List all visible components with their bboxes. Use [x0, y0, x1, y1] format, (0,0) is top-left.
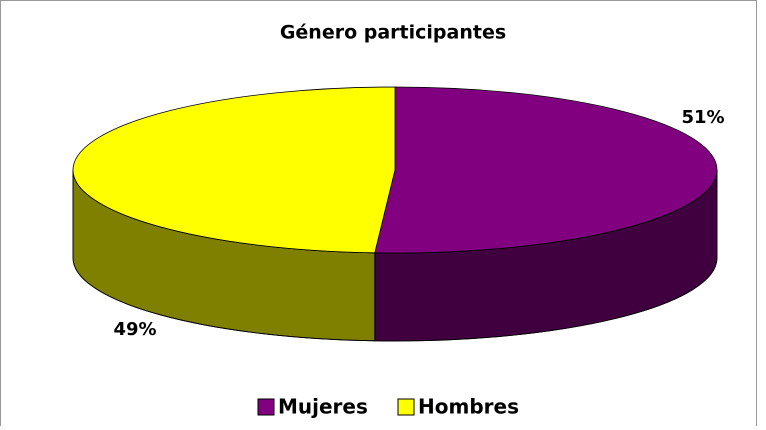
pie-slice [374, 86, 718, 254]
legend-label: Hombres [418, 395, 519, 419]
legend-swatch [257, 398, 275, 416]
pie-slice [72, 86, 396, 254]
data-label: 51% [681, 107, 724, 128]
legend-swatch [397, 398, 415, 416]
legend-label: Mujeres [278, 395, 368, 419]
chart-title: Género participantes [280, 22, 506, 44]
data-label: 49% [113, 319, 156, 340]
